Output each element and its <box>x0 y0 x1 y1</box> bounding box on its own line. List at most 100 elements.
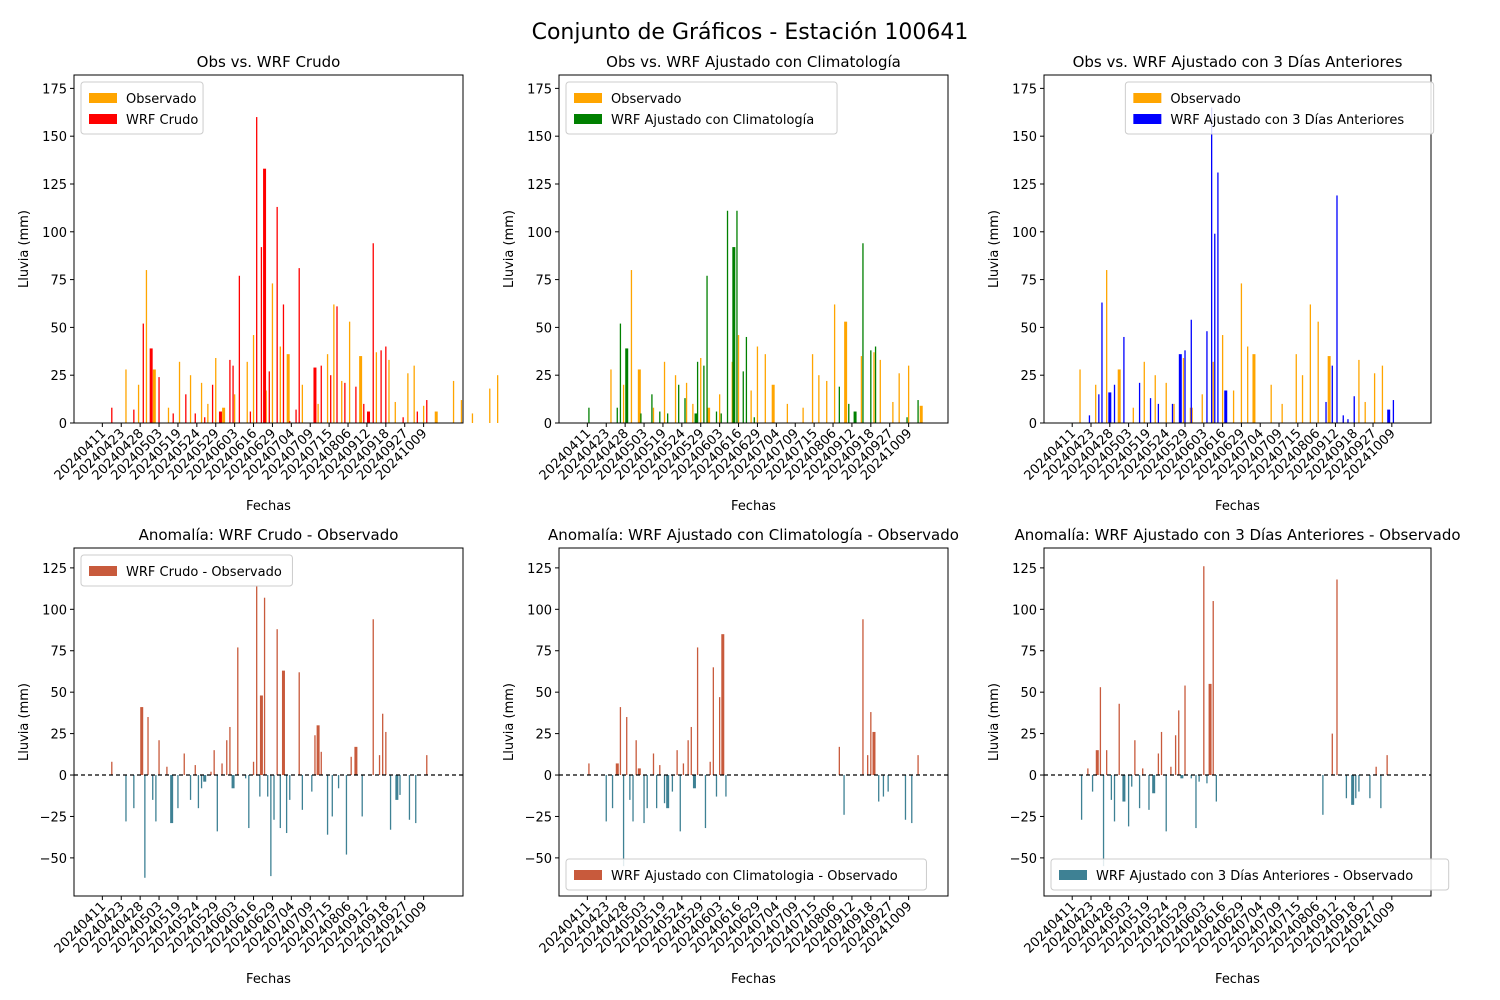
bar-mark <box>452 380 455 423</box>
bar-mark <box>1232 390 1235 423</box>
bar-mark <box>152 775 154 800</box>
y-tick-label: 50 <box>535 686 552 701</box>
plot-frame <box>558 74 949 424</box>
bar-mark <box>879 359 881 423</box>
bar-mark <box>194 413 196 423</box>
chart-title: Obs vs. WRF Ajustado con Climatología <box>606 53 901 71</box>
bar-mark <box>200 382 203 423</box>
y-tick-label: 75 <box>535 274 552 289</box>
bar-mark <box>1387 409 1391 423</box>
bar-mark <box>270 775 272 877</box>
bar-mark <box>248 775 250 829</box>
bar-mark <box>260 247 263 423</box>
bar-mark <box>1342 415 1344 423</box>
chart-title: Anomalía: WRF Ajustado con 3 Días Anteri… <box>1014 526 1460 544</box>
bar-mark <box>301 384 304 423</box>
bar-mark <box>622 384 625 423</box>
bar-mark <box>715 411 718 423</box>
legend: WRF Crudo - Observado <box>80 554 293 587</box>
bar-group <box>111 586 428 878</box>
bar-mark <box>588 763 590 776</box>
bar-mark <box>221 763 223 776</box>
y-axis-label: Lluvia (mm) <box>17 210 32 288</box>
chart-panel-1: Obs vs. WRF Crudo02550751001251501752024… <box>17 53 499 514</box>
y-tick-label: 0 <box>1029 417 1037 432</box>
bar-mark <box>833 304 836 423</box>
y-tick-label: 75 <box>1020 274 1037 289</box>
bar-mark <box>252 761 255 776</box>
legend-swatch-wrf-crudo-observado <box>89 566 117 576</box>
bar-mark <box>178 361 181 423</box>
bar-mark <box>1174 735 1177 776</box>
bar-mark <box>226 740 228 776</box>
bar-mark <box>862 619 864 776</box>
bar-mark <box>1190 319 1192 423</box>
y-tick-label: 50 <box>50 686 67 701</box>
legend-swatch-wrf-ajustado-con-climatologia <box>574 114 602 124</box>
bar-mark <box>285 775 288 834</box>
bar-mark <box>802 407 804 423</box>
bar-mark <box>700 357 702 423</box>
bar-mark <box>1122 775 1126 802</box>
y-tick-label: 25 <box>535 728 552 743</box>
legend-swatch-observado <box>89 93 117 103</box>
y-tick-label: −25 <box>525 810 552 825</box>
bar-mark <box>867 755 869 776</box>
bar-mark <box>158 740 160 776</box>
y-tick-label: 150 <box>42 130 67 145</box>
bar-mark <box>732 247 736 423</box>
bar-mark <box>375 352 378 423</box>
bar-mark <box>1221 335 1224 423</box>
bar-mark <box>267 775 269 797</box>
y-axis-label: Lluvia (mm) <box>987 210 1002 288</box>
bar-mark <box>892 401 894 423</box>
legend-swatch-wrf-ajustado-con-3-dias-anteriores-observado <box>1059 870 1087 880</box>
y-axis-label: Lluvia (mm) <box>987 683 1002 761</box>
bar-mark <box>355 386 357 423</box>
bar-mark <box>629 775 631 800</box>
y-tick-label: 75 <box>50 274 67 289</box>
bar-mark <box>626 717 628 776</box>
bar-mark <box>666 775 670 809</box>
bar-mark <box>674 375 677 423</box>
legend-label-observado: Observado <box>1170 92 1241 107</box>
bar-mark <box>1138 775 1141 809</box>
legend-frame <box>80 554 293 587</box>
legend-label-wrf-ajustado-con-climatologia-observado: WRF Ajustado con Climatologia - Observad… <box>611 869 898 884</box>
bar-mark <box>742 371 744 423</box>
bar-mark <box>1351 775 1355 805</box>
bar-mark <box>906 417 908 423</box>
bar-mark <box>289 775 291 800</box>
bar-mark <box>1134 740 1136 776</box>
bar-mark <box>402 417 404 423</box>
bar-mark <box>1108 392 1112 423</box>
bar-mark <box>344 382 346 423</box>
bar-mark <box>919 405 923 423</box>
bar-mark <box>1309 304 1312 423</box>
bar-mark <box>336 306 338 423</box>
bar-mark <box>1173 403 1175 423</box>
bar-mark <box>615 763 619 776</box>
bar-mark <box>354 746 358 776</box>
bar-mark <box>622 775 625 867</box>
bar-mark <box>1375 766 1377 776</box>
bar-mark <box>1336 579 1338 776</box>
bar-mark <box>385 731 387 776</box>
bar-mark <box>1252 354 1256 423</box>
x-axis-label: Fechas <box>246 972 291 987</box>
bar-mark <box>1170 766 1172 776</box>
bar-mark <box>276 629 278 776</box>
bar-mark <box>1138 382 1141 423</box>
y-tick-label: −25 <box>1010 810 1037 825</box>
bar-mark <box>263 168 267 423</box>
y-tick-label: 25 <box>1020 369 1037 384</box>
y-tick-label: 175 <box>527 82 552 97</box>
bar-mark <box>1154 375 1156 423</box>
bar-mark <box>1331 365 1333 423</box>
bar-mark <box>1198 775 1200 782</box>
bar-mark <box>637 369 641 423</box>
bar-mark <box>718 697 721 776</box>
bar-mark <box>289 421 291 423</box>
y-tick-label: 100 <box>42 603 67 618</box>
bar-mark <box>878 775 880 802</box>
